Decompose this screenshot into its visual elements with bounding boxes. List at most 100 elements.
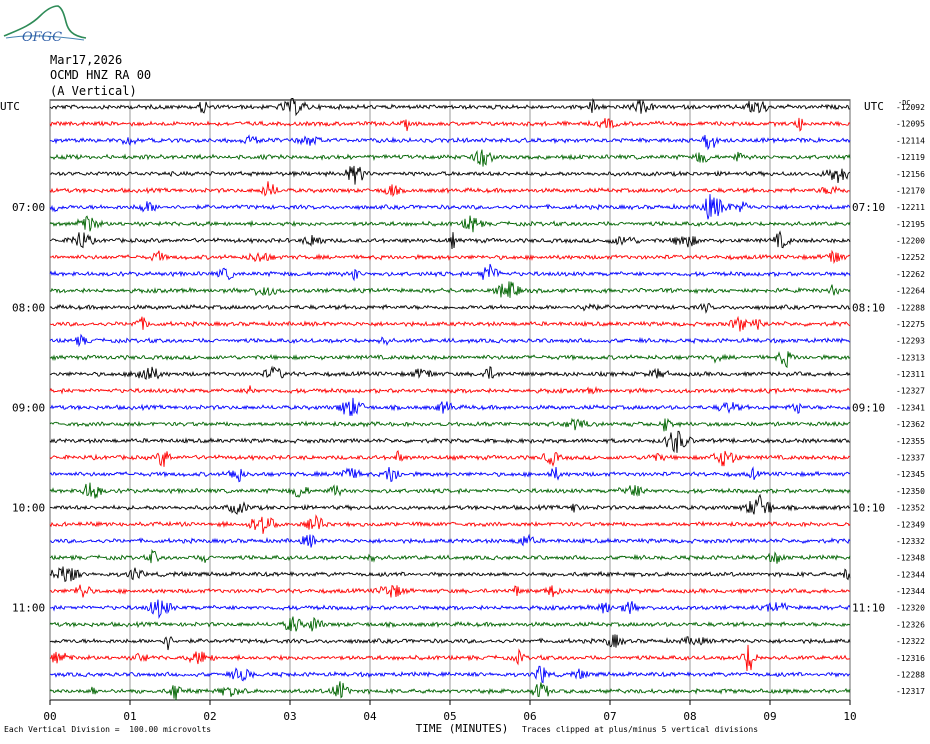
seismic-trace [49, 165, 851, 185]
trace-offset-label: -12344 [896, 570, 925, 579]
seismic-trace [49, 493, 851, 515]
trace-offset-label: -12355 [896, 437, 925, 446]
seismic-trace [49, 351, 851, 369]
seismic-trace [49, 134, 851, 151]
left-hour-label: 08:00 [12, 301, 45, 314]
seismic-trace [49, 181, 850, 198]
seismic-trace [49, 450, 851, 467]
clip-note: Traces clipped at plus/minus 5 vertical … [522, 725, 759, 734]
seismic-trace [49, 616, 851, 632]
record-date: Mar17,2026 [50, 53, 123, 67]
trace-offset-label: -12156 [896, 170, 925, 179]
left-hour-label: 09:00 [12, 401, 45, 414]
seismic-trace [49, 566, 851, 583]
seismic-trace [49, 466, 851, 483]
x-tick-label: 02 [203, 710, 216, 723]
seismic-trace [49, 249, 851, 265]
trace-offset-label: -12337 [896, 453, 925, 462]
x-tick-label: 00 [43, 710, 56, 723]
seismic-trace [49, 215, 851, 233]
seismic-trace [49, 584, 851, 598]
seismic-trace [50, 149, 851, 167]
trace-offset-label: -12316 [896, 654, 925, 663]
seismic-trace [49, 97, 851, 117]
trace-offset-label: -12262 [896, 270, 925, 279]
left-hour-label: 10:00 [12, 502, 45, 515]
x-tick-label: 04 [363, 710, 377, 723]
right-hour-label: 07:10 [852, 201, 885, 214]
right-utc-label: UTC [864, 100, 884, 113]
trace-offset-label: -12095 [896, 120, 925, 129]
trace-offset-label: -12293 [896, 337, 925, 346]
seismic-trace [49, 514, 851, 534]
logo-swoosh-icon [5, 35, 85, 41]
trace-offset-label: -12119 [896, 153, 925, 162]
right-hour-label: 08:10 [852, 301, 885, 314]
seismic-trace [49, 665, 851, 684]
x-tick-label: 05 [443, 710, 456, 723]
trace-offset-label: -12200 [896, 237, 925, 246]
seismic-trace [49, 397, 851, 416]
dc-prefix-label: -DC [898, 99, 911, 107]
seismic-trace [49, 681, 851, 701]
seismic-trace [49, 548, 851, 564]
seismic-trace [49, 365, 851, 380]
trace-offset-label: -12275 [896, 320, 925, 329]
seismic-trace [49, 385, 851, 395]
component-label: (A Vertical) [50, 84, 137, 98]
logo-text: OFGC [22, 30, 62, 45]
seismic-trace [49, 599, 851, 620]
x-axis-label: TIME (MINUTES) [416, 722, 509, 735]
right-hour-label: 10:10 [852, 502, 885, 515]
logo-mountain-icon [3, 5, 87, 39]
right-hour-label: 09:10 [852, 401, 885, 414]
trace-offset-label: -12313 [896, 353, 925, 362]
trace-offset-label: -12349 [896, 520, 925, 529]
trace-offset-label: -12348 [896, 554, 925, 563]
trace-offset-label: -12252 [896, 253, 925, 262]
seismic-trace [49, 302, 851, 314]
division-note: Each Vertical Division = 100.00 microvol… [4, 725, 212, 734]
trace-offset-label: -12352 [896, 504, 925, 513]
trace-offset-label: -12341 [896, 403, 925, 412]
seismic-trace [49, 315, 851, 332]
seismic-trace [49, 230, 851, 250]
x-tick-label: 03 [283, 710, 296, 723]
time-grid [49, 99, 851, 705]
ofgc-logo: OFGC [3, 5, 87, 45]
x-tick-label: 10 [843, 710, 856, 723]
trace-offset-label: -12114 [896, 136, 925, 145]
left-hour-label: 11:00 [12, 602, 45, 615]
trace-offset-label: -12092 [896, 103, 925, 112]
seismic-traces [49, 97, 851, 701]
trace-offset-label: -12211 [896, 203, 925, 212]
trace-offset-label: -12322 [896, 637, 925, 646]
seismic-trace [49, 482, 851, 499]
trace-offset-label: -12344 [896, 587, 925, 596]
seismic-trace [49, 194, 851, 220]
trace-offset-label: -12170 [896, 186, 925, 195]
trace-offset-label: -12288 [896, 670, 925, 679]
left-hour-label: 07:00 [12, 201, 45, 214]
seismic-trace [49, 117, 851, 132]
seismic-trace [49, 281, 851, 298]
x-tick-label: 06 [523, 710, 536, 723]
seismic-trace [49, 634, 851, 651]
x-tick-label: 07 [603, 710, 616, 723]
seismic-trace [49, 533, 851, 548]
x-tick-label: 01 [123, 710, 136, 723]
x-tick-label: 09 [763, 710, 776, 723]
trace-offset-label: -12320 [896, 604, 925, 613]
trace-offset-label: -12345 [896, 470, 925, 479]
seismic-trace [49, 430, 850, 453]
trace-offset-label: -12327 [896, 387, 925, 396]
trace-offset-label: -12311 [896, 370, 925, 379]
trace-offset-label: -12195 [896, 220, 925, 229]
station-channel: OCMD HNZ RA 00 [50, 68, 152, 82]
trace-offset-label: -12317 [896, 687, 925, 696]
seismic-trace [49, 417, 851, 432]
left-utc-label: UTC [0, 100, 20, 113]
seismic-trace [49, 333, 851, 348]
axis-labels: 00 01 02 03 04 05 06 07 08 09 10 -12092 -12095 -12114… [12, 99, 925, 723]
